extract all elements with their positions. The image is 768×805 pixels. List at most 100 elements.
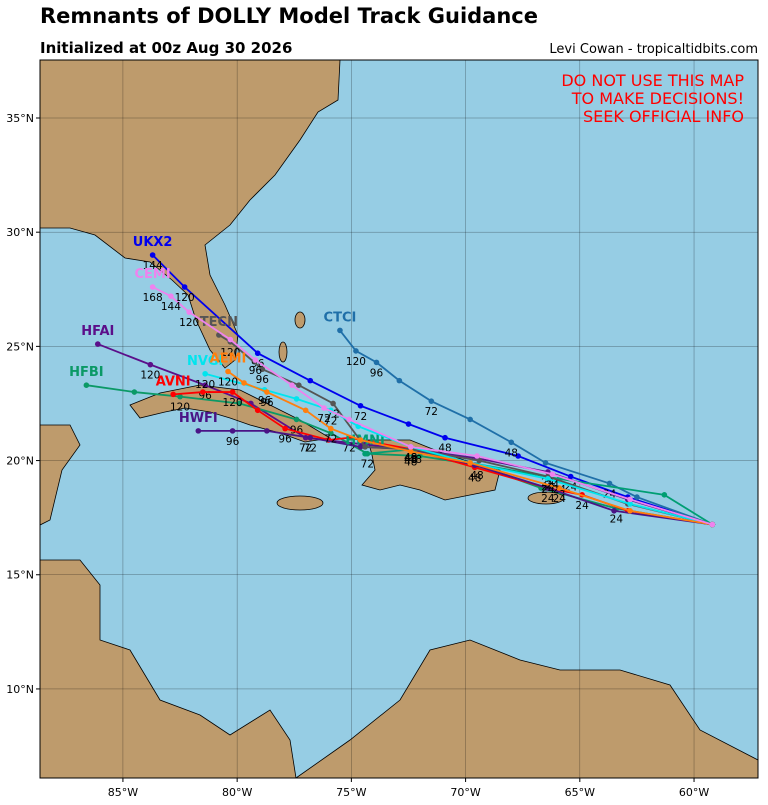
track-name: CTCI	[324, 310, 357, 325]
hour-label: 96	[278, 434, 292, 446]
track-point	[661, 492, 668, 498]
hour-label: 168	[143, 292, 163, 304]
hour-label: 96	[249, 365, 263, 377]
hour-label: 120	[223, 397, 243, 409]
track-point	[357, 444, 364, 450]
track-point	[296, 382, 302, 389]
track-point	[302, 407, 309, 414]
track-point	[147, 361, 154, 368]
hour-label: 48	[409, 454, 422, 466]
y-tick-label: 30°N	[6, 226, 34, 239]
hour-label: 24	[541, 484, 555, 496]
hour-label: 24	[575, 500, 589, 512]
hour-label: 48	[468, 472, 481, 484]
track-point	[202, 370, 208, 377]
track-point	[229, 428, 236, 434]
track-point	[373, 359, 380, 366]
warning-line: TO MAKE DECISIONS!	[571, 89, 744, 108]
track-point	[474, 453, 480, 459]
track-point	[545, 476, 551, 482]
graticule	[40, 60, 758, 778]
hour-label: 72	[425, 406, 438, 418]
track-point	[307, 434, 314, 441]
track-point	[362, 444, 368, 450]
x-tick-label: 70°W	[450, 786, 480, 799]
track-point	[236, 400, 243, 407]
warning-line: DO NOT USE THIS MAP	[561, 71, 744, 90]
y-tick-label: 35°N	[6, 112, 34, 125]
hour-label: 24	[610, 514, 624, 526]
track-point	[556, 485, 563, 491]
hour-label: 120	[175, 292, 195, 304]
hour-label: 24	[541, 493, 555, 505]
map-frame	[39, 59, 759, 779]
hour-label: 120	[140, 370, 160, 382]
hour-label: 72	[299, 443, 312, 455]
track-name: HFAI	[81, 324, 114, 339]
track-point	[542, 460, 549, 466]
track-name: CEMI	[135, 267, 171, 282]
track-point	[330, 400, 336, 407]
track-point	[508, 439, 515, 446]
hour-label: 96	[258, 395, 272, 407]
hour-label: 120	[346, 356, 366, 368]
hour-label: 24	[546, 479, 560, 491]
track-name: AEMI	[210, 351, 247, 366]
x-tick-label: 85°W	[108, 786, 138, 799]
track-point	[168, 293, 174, 299]
track-point	[567, 473, 574, 480]
track-point	[170, 391, 176, 398]
x-tick-label: 80°W	[222, 786, 252, 799]
track-point	[131, 389, 138, 395]
hour-label: 48	[404, 456, 417, 468]
track-point	[181, 284, 188, 290]
track-point	[476, 457, 483, 464]
track-point	[627, 508, 633, 514]
track-point	[357, 402, 364, 409]
hour-label: 48	[470, 470, 483, 482]
hour-label: 120	[179, 317, 199, 329]
track-point	[467, 416, 473, 423]
tracks: 24487296120144UKX224487296120CTCI2448729…	[69, 235, 716, 528]
track-point	[293, 416, 300, 423]
x-tick-label: 65°W	[565, 786, 595, 799]
track-point	[545, 485, 551, 491]
y-tick-label: 25°N	[6, 340, 34, 353]
hour-label: 72	[324, 415, 337, 427]
y-tick-label: 15°N	[6, 569, 34, 582]
track-point	[417, 453, 423, 459]
hour-label: 72	[304, 443, 317, 455]
hour-label: 96	[256, 374, 270, 386]
track-point	[442, 434, 448, 441]
track-point	[362, 450, 368, 457]
track-point	[396, 377, 403, 384]
track-point	[200, 389, 206, 395]
x-tick-label: 75°W	[336, 786, 366, 799]
track-point	[289, 382, 295, 389]
hour-label: 48	[404, 454, 417, 466]
track-point	[195, 428, 202, 434]
hour-label: 120	[220, 347, 240, 359]
track-point	[405, 421, 412, 427]
track-point	[606, 480, 613, 487]
track-point	[467, 460, 473, 466]
track-point	[227, 336, 234, 343]
track-point	[83, 382, 90, 389]
track-point	[202, 382, 208, 389]
title: Remnants of DOLLY Model Track Guidance	[40, 4, 538, 28]
hour-label: 96	[226, 436, 240, 448]
track-point	[149, 252, 156, 258]
track-point	[225, 368, 231, 375]
track-point	[94, 341, 101, 347]
hour-label: 72	[324, 434, 337, 446]
y-tick-label: 20°N	[6, 455, 34, 468]
track-point	[407, 444, 414, 450]
track-line	[204, 372, 713, 526]
y-tick-label: 10°N	[6, 683, 34, 696]
track-name: UKX2	[133, 235, 173, 250]
track-point	[515, 453, 521, 459]
hour-label: 48	[404, 454, 417, 466]
track-point	[549, 471, 556, 478]
